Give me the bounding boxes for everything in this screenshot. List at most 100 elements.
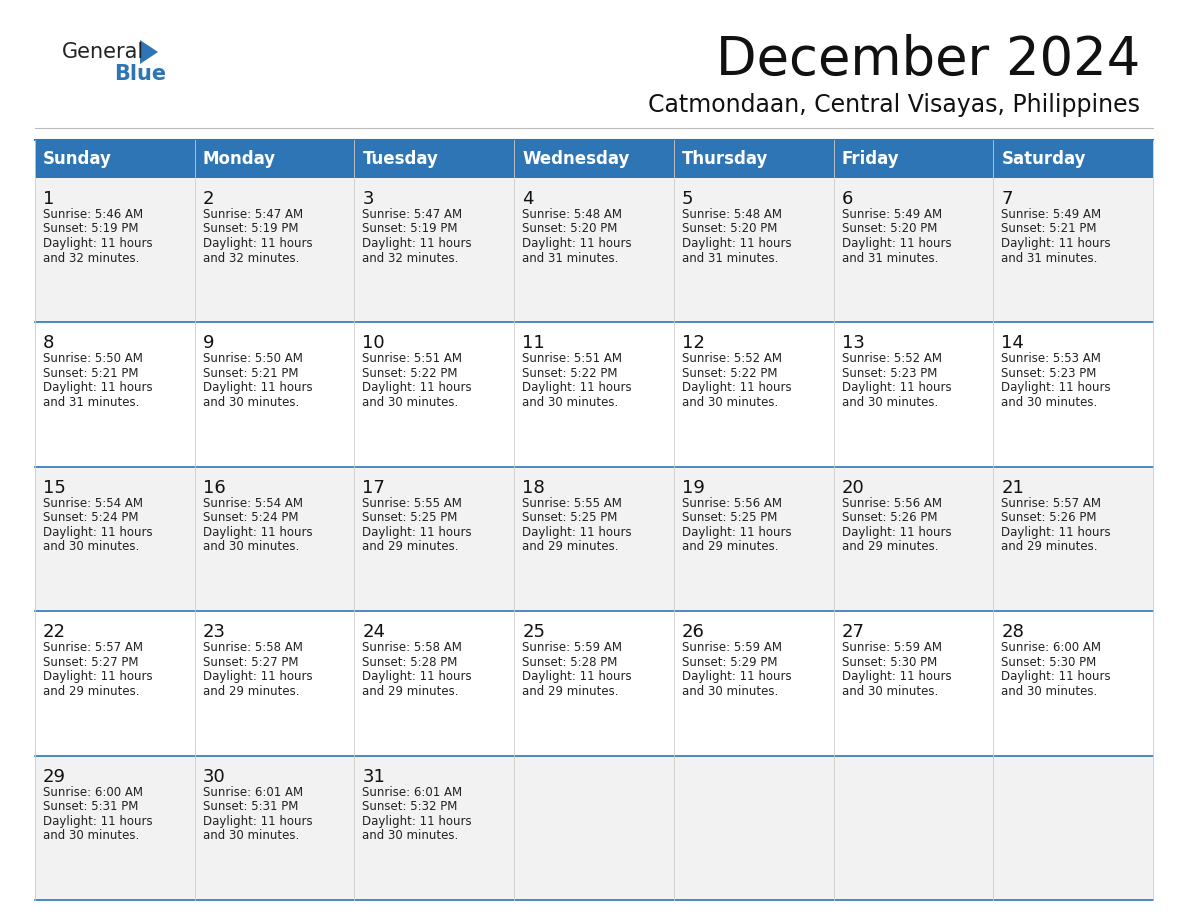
Text: Sunrise: 5:49 AM: Sunrise: 5:49 AM <box>1001 208 1101 221</box>
Text: 26: 26 <box>682 623 704 641</box>
Text: Daylight: 11 hours: Daylight: 11 hours <box>682 237 791 250</box>
Bar <box>834 466 993 611</box>
Text: Sunrise: 5:58 AM: Sunrise: 5:58 AM <box>203 641 303 655</box>
Text: Daylight: 11 hours: Daylight: 11 hours <box>1001 526 1111 539</box>
Text: and 30 minutes.: and 30 minutes. <box>523 396 619 409</box>
Text: 19: 19 <box>682 479 704 497</box>
Text: Sunset: 5:28 PM: Sunset: 5:28 PM <box>523 655 618 668</box>
Text: Friday: Friday <box>841 150 899 168</box>
Text: Sunset: 5:27 PM: Sunset: 5:27 PM <box>43 655 139 668</box>
Text: Daylight: 11 hours: Daylight: 11 hours <box>523 381 632 395</box>
Text: Sunset: 5:25 PM: Sunset: 5:25 PM <box>362 511 457 524</box>
Text: Sunset: 5:22 PM: Sunset: 5:22 PM <box>362 367 457 380</box>
Text: Sunrise: 5:47 AM: Sunrise: 5:47 AM <box>362 208 462 221</box>
Text: Sunrise: 5:57 AM: Sunrise: 5:57 AM <box>43 641 143 655</box>
Text: Sunrise: 5:54 AM: Sunrise: 5:54 AM <box>43 497 143 509</box>
Text: and 31 minutes.: and 31 minutes. <box>682 252 778 264</box>
Bar <box>993 611 1154 756</box>
Polygon shape <box>140 40 158 64</box>
Text: Daylight: 11 hours: Daylight: 11 hours <box>203 237 312 250</box>
Text: and 31 minutes.: and 31 minutes. <box>43 396 139 409</box>
Text: and 29 minutes.: and 29 minutes. <box>523 541 619 554</box>
Text: Daylight: 11 hours: Daylight: 11 hours <box>682 526 791 539</box>
Text: and 29 minutes.: and 29 minutes. <box>523 685 619 698</box>
Text: Sunset: 5:22 PM: Sunset: 5:22 PM <box>523 367 618 380</box>
Text: Daylight: 11 hours: Daylight: 11 hours <box>523 526 632 539</box>
Text: Sunset: 5:31 PM: Sunset: 5:31 PM <box>203 800 298 813</box>
Bar <box>993 140 1154 178</box>
Text: 16: 16 <box>203 479 226 497</box>
Text: Sunset: 5:30 PM: Sunset: 5:30 PM <box>1001 655 1097 668</box>
Bar <box>514 611 674 756</box>
Bar <box>674 140 834 178</box>
Text: Sunset: 5:19 PM: Sunset: 5:19 PM <box>362 222 457 236</box>
Text: Daylight: 11 hours: Daylight: 11 hours <box>43 670 152 683</box>
Text: Sunset: 5:28 PM: Sunset: 5:28 PM <box>362 655 457 668</box>
Text: Sunset: 5:26 PM: Sunset: 5:26 PM <box>841 511 937 524</box>
Text: Sunset: 5:22 PM: Sunset: 5:22 PM <box>682 367 777 380</box>
Text: Sunset: 5:23 PM: Sunset: 5:23 PM <box>841 367 937 380</box>
Text: Sunrise: 5:59 AM: Sunrise: 5:59 AM <box>841 641 942 655</box>
Text: December 2024: December 2024 <box>715 34 1140 86</box>
Bar <box>195 611 354 756</box>
Text: 10: 10 <box>362 334 385 353</box>
Text: and 32 minutes.: and 32 minutes. <box>203 252 299 264</box>
Text: Sunset: 5:21 PM: Sunset: 5:21 PM <box>43 367 139 380</box>
Text: Daylight: 11 hours: Daylight: 11 hours <box>362 670 472 683</box>
Text: 22: 22 <box>43 623 67 641</box>
Text: 11: 11 <box>523 334 545 353</box>
Text: 3: 3 <box>362 190 374 208</box>
Text: and 30 minutes.: and 30 minutes. <box>841 396 937 409</box>
Text: Daylight: 11 hours: Daylight: 11 hours <box>43 237 152 250</box>
Text: Monday: Monday <box>203 150 276 168</box>
Text: and 32 minutes.: and 32 minutes. <box>43 252 139 264</box>
Bar <box>993 322 1154 466</box>
Text: and 31 minutes.: and 31 minutes. <box>523 252 619 264</box>
Text: Sunrise: 5:50 AM: Sunrise: 5:50 AM <box>203 353 303 365</box>
Text: General: General <box>62 42 144 62</box>
Text: Daylight: 11 hours: Daylight: 11 hours <box>841 381 952 395</box>
Text: 18: 18 <box>523 479 545 497</box>
Text: 29: 29 <box>43 767 67 786</box>
Text: Daylight: 11 hours: Daylight: 11 hours <box>841 670 952 683</box>
Text: 30: 30 <box>203 767 226 786</box>
Text: Daylight: 11 hours: Daylight: 11 hours <box>523 237 632 250</box>
Bar <box>34 756 195 900</box>
Bar <box>354 140 514 178</box>
Text: Sunrise: 5:55 AM: Sunrise: 5:55 AM <box>523 497 623 509</box>
Text: and 30 minutes.: and 30 minutes. <box>203 396 299 409</box>
Text: Daylight: 11 hours: Daylight: 11 hours <box>841 237 952 250</box>
Text: Daylight: 11 hours: Daylight: 11 hours <box>203 670 312 683</box>
Bar <box>354 178 514 322</box>
Bar <box>514 322 674 466</box>
Text: Sunrise: 5:51 AM: Sunrise: 5:51 AM <box>523 353 623 365</box>
Text: Daylight: 11 hours: Daylight: 11 hours <box>362 526 472 539</box>
Text: Sunrise: 5:46 AM: Sunrise: 5:46 AM <box>43 208 143 221</box>
Text: and 29 minutes.: and 29 minutes. <box>362 541 459 554</box>
Text: Daylight: 11 hours: Daylight: 11 hours <box>203 814 312 828</box>
Text: 1: 1 <box>43 190 55 208</box>
Text: 20: 20 <box>841 479 865 497</box>
Text: Sunrise: 5:52 AM: Sunrise: 5:52 AM <box>682 353 782 365</box>
Bar <box>195 466 354 611</box>
Text: 9: 9 <box>203 334 214 353</box>
Bar <box>834 322 993 466</box>
Bar <box>34 178 195 322</box>
Text: Sunrise: 5:53 AM: Sunrise: 5:53 AM <box>1001 353 1101 365</box>
Text: and 30 minutes.: and 30 minutes. <box>841 685 937 698</box>
Bar <box>674 466 834 611</box>
Text: Sunrise: 5:56 AM: Sunrise: 5:56 AM <box>682 497 782 509</box>
Bar <box>834 140 993 178</box>
Text: and 30 minutes.: and 30 minutes. <box>43 541 139 554</box>
Text: Daylight: 11 hours: Daylight: 11 hours <box>43 814 152 828</box>
Text: 6: 6 <box>841 190 853 208</box>
Bar <box>354 466 514 611</box>
Text: and 30 minutes.: and 30 minutes. <box>682 396 778 409</box>
Text: Sunset: 5:21 PM: Sunset: 5:21 PM <box>1001 222 1097 236</box>
Text: and 30 minutes.: and 30 minutes. <box>1001 685 1098 698</box>
Text: and 30 minutes.: and 30 minutes. <box>1001 396 1098 409</box>
Text: 23: 23 <box>203 623 226 641</box>
Text: 5: 5 <box>682 190 694 208</box>
Text: 2: 2 <box>203 190 214 208</box>
Bar <box>674 611 834 756</box>
